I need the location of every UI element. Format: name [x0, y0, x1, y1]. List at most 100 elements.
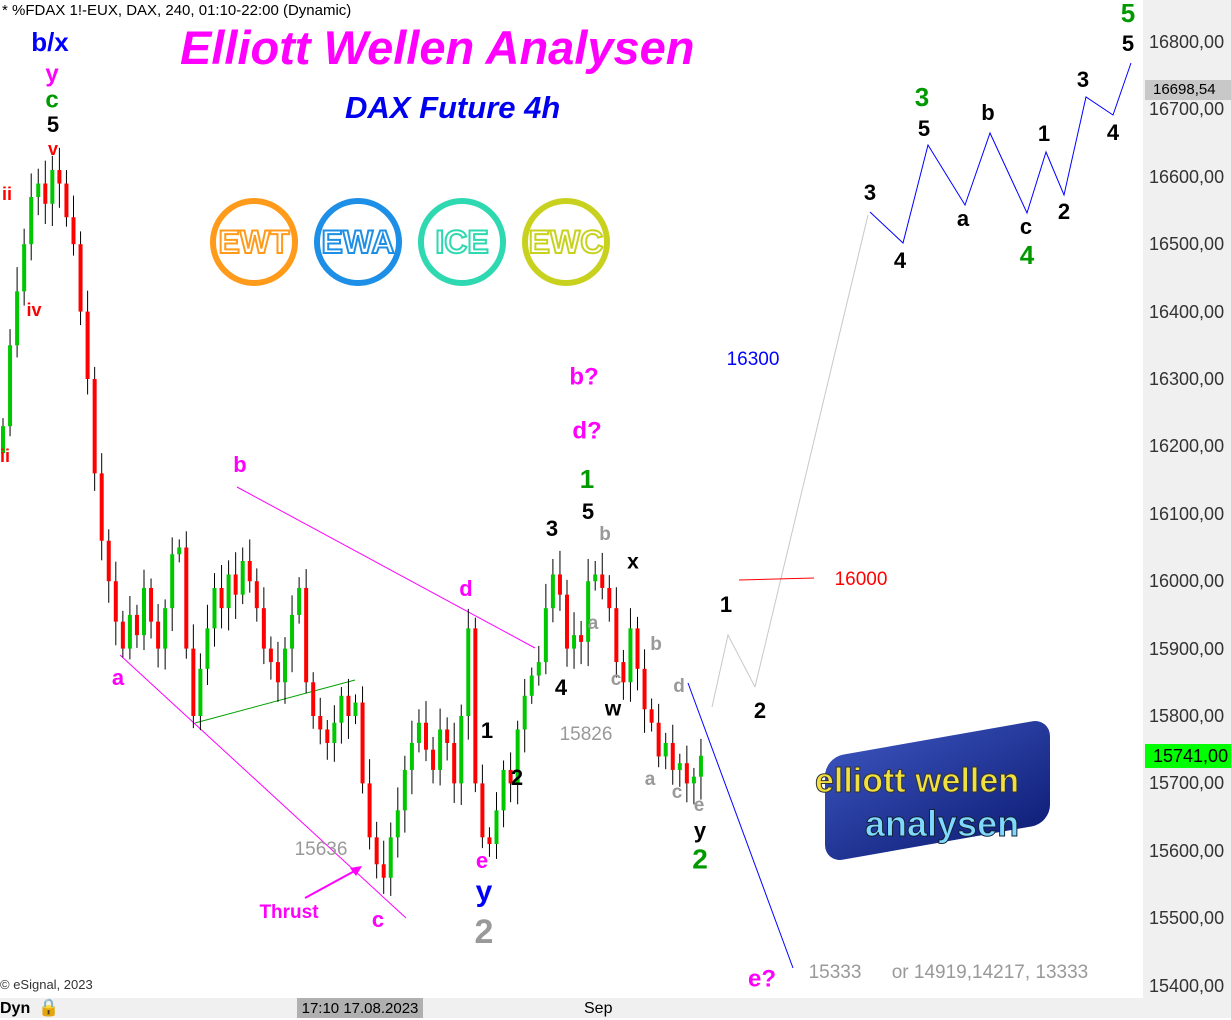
candle-down	[508, 769, 513, 784]
badge-label: EWT	[217, 223, 290, 261]
wave-label: b	[650, 634, 662, 655]
candle-down	[325, 729, 330, 743]
wave-label: c	[672, 782, 683, 803]
candle-up	[543, 608, 548, 663]
thrust-arrow	[304, 867, 361, 899]
wave-label: 16000	[835, 569, 888, 590]
wave-label: Thrust	[259, 902, 319, 923]
wave-label: ii	[2, 184, 12, 204]
candle-down	[445, 729, 450, 743]
wave-label: y	[694, 818, 707, 843]
candle-up	[409, 742, 414, 770]
candle-up	[529, 675, 534, 696]
candle-down	[670, 742, 675, 770]
candle-down	[635, 628, 640, 669]
candle-down	[113, 581, 118, 622]
candle-down	[275, 662, 280, 683]
candle-up	[8, 345, 13, 427]
candle-down	[191, 648, 196, 716]
candle-down	[480, 783, 485, 838]
wave-label: e?	[748, 965, 776, 992]
price-axis[interactable]: 16800,00 16700,00 16600,00 16500,00 16400,00…	[1143, 0, 1231, 998]
y-tick-label: 16500,00	[1149, 234, 1225, 255]
candle-down	[233, 574, 238, 595]
candle-up	[22, 244, 27, 292]
candle-down	[304, 587, 309, 683]
projection-up-line	[754, 214, 869, 688]
trend-lines	[119, 62, 1132, 969]
wave-label: y	[45, 60, 59, 87]
y-tick-label: 15900,00	[1149, 638, 1225, 659]
candle-down	[120, 621, 125, 649]
candle-up	[402, 769, 407, 811]
candle-down	[684, 763, 689, 784]
candle-up	[494, 810, 499, 845]
candle-up	[339, 695, 344, 723]
dyn-label[interactable]: Dyn	[0, 1000, 31, 1017]
candle-up	[698, 755, 703, 777]
wave-label: 4	[1020, 240, 1035, 270]
candle-up	[36, 183, 41, 198]
candle-down	[565, 594, 569, 649]
wave-label: 3	[864, 180, 876, 205]
wave-label: a	[112, 665, 125, 690]
candle-up	[205, 628, 210, 669]
y-tick-label: 15600,00	[1149, 840, 1225, 861]
candle-down	[473, 628, 478, 784]
wave-label: d	[673, 676, 685, 697]
wave-label: 3	[546, 516, 558, 541]
candle-up	[550, 574, 555, 609]
wave-label: 4	[555, 675, 568, 700]
candle-up	[515, 729, 520, 784]
wave-label: b	[981, 100, 994, 125]
wave-label: 1	[580, 464, 594, 494]
candle-down	[184, 547, 189, 649]
candle-up	[177, 547, 182, 555]
candle-up	[15, 291, 20, 346]
candle-up	[459, 716, 464, 784]
badge-label: EWA	[321, 223, 396, 261]
y-tick-label: 15500,00	[1149, 908, 1225, 929]
candle-down	[452, 742, 457, 784]
y-tick-label: 15400,00	[1149, 975, 1225, 996]
candle-down	[254, 581, 259, 609]
wave-label: 2	[1058, 199, 1070, 224]
candle-down	[374, 837, 379, 865]
candle-up	[438, 729, 443, 770]
wave-label: a	[645, 769, 656, 790]
candle-down	[261, 608, 266, 649]
candle-down	[268, 648, 273, 663]
y-tick-label: 15800,00	[1149, 706, 1225, 726]
last-price-marker: 15741,00	[1145, 743, 1231, 768]
candle-down	[381, 864, 386, 878]
candle-up	[522, 695, 527, 730]
future-wave-path	[869, 62, 1132, 244]
candle-down	[85, 311, 90, 379]
lock-icon[interactable]: 🔒	[38, 998, 60, 1017]
wave-label: 3	[915, 82, 929, 112]
candle-up	[297, 587, 302, 615]
time-axis[interactable]: Dyn 🔒 17:10 17.08.2023 Sep	[0, 998, 1231, 1018]
thrust-arrowhead	[350, 866, 362, 876]
candle-down	[92, 379, 97, 474]
candle-down	[614, 608, 619, 663]
wave-label: a	[588, 613, 599, 634]
candle-up	[1, 426, 5, 454]
copyright: © eSignal, 2023	[0, 977, 93, 992]
wave-label: 15826	[560, 724, 613, 745]
wave-label: 5	[918, 116, 930, 141]
candle-down	[621, 662, 626, 683]
candle-down	[642, 668, 647, 710]
candle-down	[43, 183, 48, 204]
wave-label: 5	[47, 112, 59, 137]
candle-down	[247, 560, 252, 582]
candle-up	[283, 648, 287, 683]
candles	[1, 147, 703, 896]
high-price-marker: 16698,54	[1145, 80, 1231, 101]
chart-subtitle: DAX Future 4h	[345, 90, 561, 125]
y-tick-label: 16000,00	[1149, 571, 1225, 592]
candle-up	[198, 668, 203, 716]
wave-label: 2	[475, 913, 494, 951]
candle-up	[628, 628, 633, 683]
